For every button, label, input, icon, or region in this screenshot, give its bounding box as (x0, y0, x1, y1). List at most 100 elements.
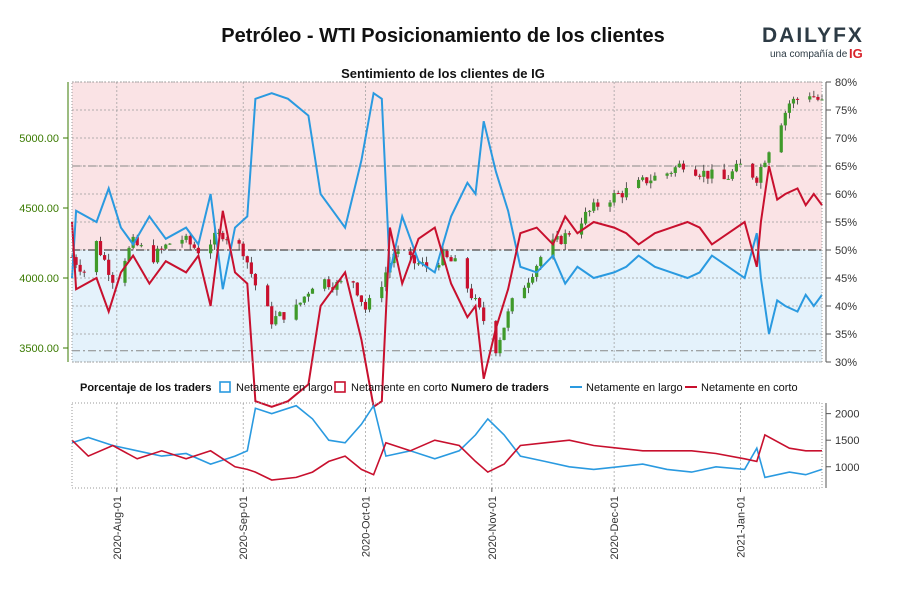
candle-body (702, 170, 706, 177)
short-traders-line (71, 433, 822, 481)
candle-body (98, 241, 103, 256)
sentiment-tick-label: 75% (835, 105, 857, 117)
candle-body (816, 96, 820, 100)
candle-body (351, 281, 355, 283)
candle-body (266, 285, 270, 307)
candle-body (612, 193, 616, 203)
candle-body (783, 112, 787, 126)
candle-body (123, 260, 127, 283)
candle-body (392, 253, 396, 264)
candle-body (298, 302, 302, 305)
candle-body (791, 98, 796, 104)
candle-body (579, 223, 584, 235)
candle-body (282, 312, 286, 320)
candle-body (412, 255, 416, 264)
candle-body (151, 245, 156, 263)
sentiment-tick-label: 70% (835, 133, 857, 145)
candle-body (188, 235, 192, 245)
logo-ig: IG (849, 46, 863, 61)
candle-body (563, 233, 567, 245)
short-sentiment-line (71, 165, 823, 409)
legend-long-label: Netamente en largo (236, 382, 333, 394)
candle-body (310, 288, 315, 294)
logo-brand: DAILYFX (762, 24, 864, 47)
candle-body (396, 251, 400, 254)
candle-body (751, 163, 755, 178)
candle-body (669, 172, 673, 174)
candle-body (677, 163, 681, 168)
main-panel: 3500.00 4000.00 4500.00 5000.00 30% 35% 40% 45… (19, 77, 857, 409)
sentiment-tick-label: 60% (835, 189, 857, 201)
candle-body (355, 282, 359, 296)
candle-body (168, 243, 172, 245)
candle-body (734, 163, 739, 172)
candle-body (567, 233, 571, 235)
date-tick-label: 2020-Oct-01 (360, 496, 372, 557)
page-title: Petróleo - WTI Posicionamiento de los cl… (221, 25, 664, 47)
candle-body (710, 169, 714, 179)
candle-body (506, 311, 510, 328)
candle-body (645, 177, 649, 184)
candle-body (779, 125, 783, 153)
candle-body (253, 273, 258, 286)
traders-tick-label: 1500 (835, 435, 859, 447)
candle-body (111, 274, 115, 283)
candle-body (494, 321, 498, 354)
main-frame (71, 81, 823, 363)
candle-body (78, 264, 82, 272)
candle-body (302, 296, 306, 303)
candle-body (641, 177, 645, 180)
sentiment-tick-label: 55% (835, 217, 857, 229)
candle-body (653, 175, 657, 181)
sentiment-tick-label: 80% (835, 77, 857, 89)
candle-body (359, 295, 364, 302)
candle-body (217, 232, 221, 234)
candle-body (787, 103, 791, 113)
candle-body (583, 211, 588, 224)
candle-body (808, 96, 812, 100)
candle-body (738, 163, 743, 165)
date-tick-label: 2020-Dec-01 (609, 496, 621, 560)
candle-body (482, 307, 486, 322)
long-sentiment-line (71, 91, 823, 335)
candle-body (213, 232, 217, 245)
candle-body (596, 202, 600, 207)
candle-body (103, 255, 107, 260)
traders-tick-label: 2000 (835, 409, 859, 421)
candle-body (453, 258, 457, 262)
candle-body (135, 236, 139, 246)
candle-body (380, 286, 384, 299)
candle-body (74, 257, 78, 265)
legend-long-label-2: Netamente en largo (586, 382, 683, 394)
candle-body (555, 235, 559, 240)
candle-body (522, 287, 527, 299)
candle-body (812, 96, 816, 98)
candle-body (722, 169, 726, 180)
candle-body (306, 293, 311, 297)
price-tick-label: 4500.00 (19, 203, 59, 215)
chart-subtitle: Sentimiento de los clientes de IG (341, 66, 545, 81)
candle-body (94, 241, 99, 273)
candle-body (225, 239, 229, 241)
price-axis: 3500.00 4000.00 4500.00 5000.00 (19, 82, 69, 362)
sentiment-tick-label: 40% (835, 301, 857, 313)
date-tick-label: 2021-Jan-01 (735, 496, 747, 558)
candle-body (270, 306, 274, 325)
legend: Porcentaje de los traders Netamente en l… (80, 381, 798, 394)
candle-body (155, 248, 160, 263)
candle-body (698, 175, 702, 177)
sentiment-tick-label: 35% (835, 329, 857, 341)
date-tick-label: 2020-Nov-01 (487, 496, 499, 560)
candle-body (445, 250, 449, 258)
candle-body (180, 239, 184, 244)
candle-body (127, 247, 131, 261)
price-tick-label: 5000.00 (19, 133, 59, 145)
candle-body (416, 263, 421, 265)
candle-body (241, 243, 245, 257)
date-tick-label: 2020-Sep-01 (238, 496, 250, 560)
candle-body (726, 178, 730, 180)
candle-body (339, 281, 343, 283)
candle-body (636, 179, 641, 189)
candle-body (588, 210, 592, 212)
